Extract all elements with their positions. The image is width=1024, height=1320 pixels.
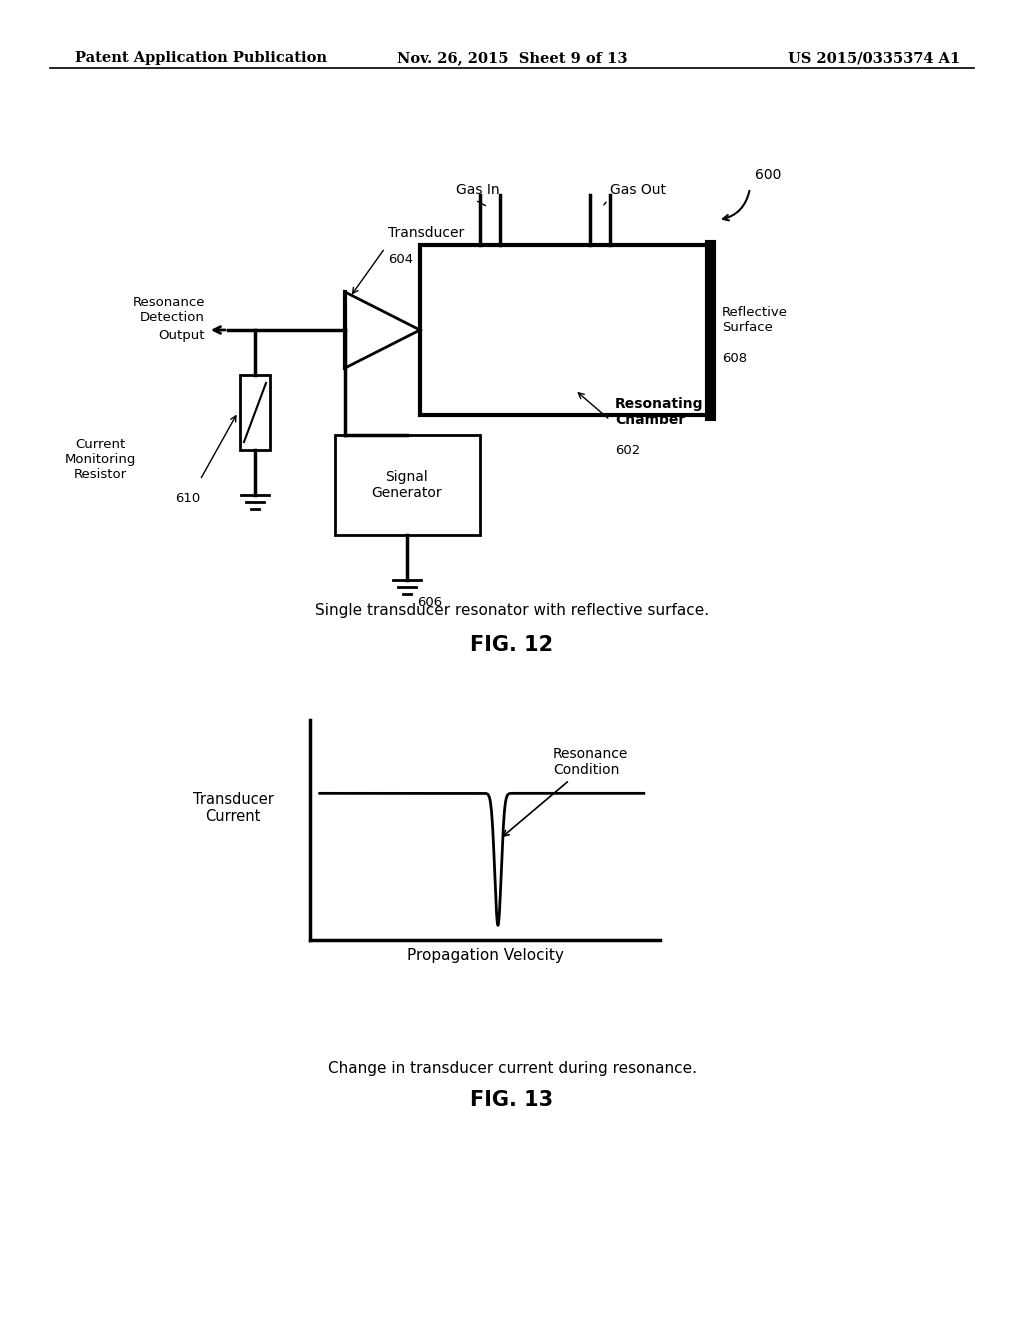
Text: 610: 610 bbox=[175, 491, 201, 504]
Text: Nov. 26, 2015  Sheet 9 of 13: Nov. 26, 2015 Sheet 9 of 13 bbox=[396, 51, 628, 65]
Text: 602: 602 bbox=[615, 444, 640, 457]
Text: Single transducer resonator with reflective surface.: Single transducer resonator with reflect… bbox=[315, 602, 709, 618]
Text: FIG. 13: FIG. 13 bbox=[470, 1090, 554, 1110]
Bar bbox=[420, 246, 710, 414]
Text: Transducer
Current: Transducer Current bbox=[193, 792, 273, 824]
Text: FIG. 12: FIG. 12 bbox=[470, 635, 554, 655]
Text: 604: 604 bbox=[388, 253, 413, 267]
Text: 608: 608 bbox=[722, 351, 748, 364]
X-axis label: Propagation Velocity: Propagation Velocity bbox=[407, 948, 563, 964]
Bar bbox=[335, 436, 480, 535]
Polygon shape bbox=[345, 292, 420, 368]
Text: Output: Output bbox=[159, 329, 205, 342]
Text: Resonating
Chamber: Resonating Chamber bbox=[615, 397, 703, 428]
Bar bbox=[240, 375, 270, 450]
Text: Current
Monitoring
Resistor: Current Monitoring Resistor bbox=[65, 438, 136, 482]
Text: Patent Application Publication: Patent Application Publication bbox=[75, 51, 327, 65]
Text: Transducer: Transducer bbox=[388, 226, 464, 240]
Text: US 2015/0335374 A1: US 2015/0335374 A1 bbox=[787, 51, 961, 65]
Text: Reflective
Surface: Reflective Surface bbox=[722, 306, 788, 334]
Text: Change in transducer current during resonance.: Change in transducer current during reso… bbox=[328, 1060, 696, 1076]
Text: Signal
Generator: Signal Generator bbox=[372, 470, 442, 500]
Text: 606: 606 bbox=[417, 595, 442, 609]
Text: Gas Out: Gas Out bbox=[610, 183, 666, 197]
Text: Resonance
Detection: Resonance Detection bbox=[132, 296, 205, 323]
Text: Gas In: Gas In bbox=[456, 183, 500, 197]
Text: Resonance
Condition: Resonance Condition bbox=[503, 747, 629, 836]
Text: 600: 600 bbox=[755, 168, 781, 182]
